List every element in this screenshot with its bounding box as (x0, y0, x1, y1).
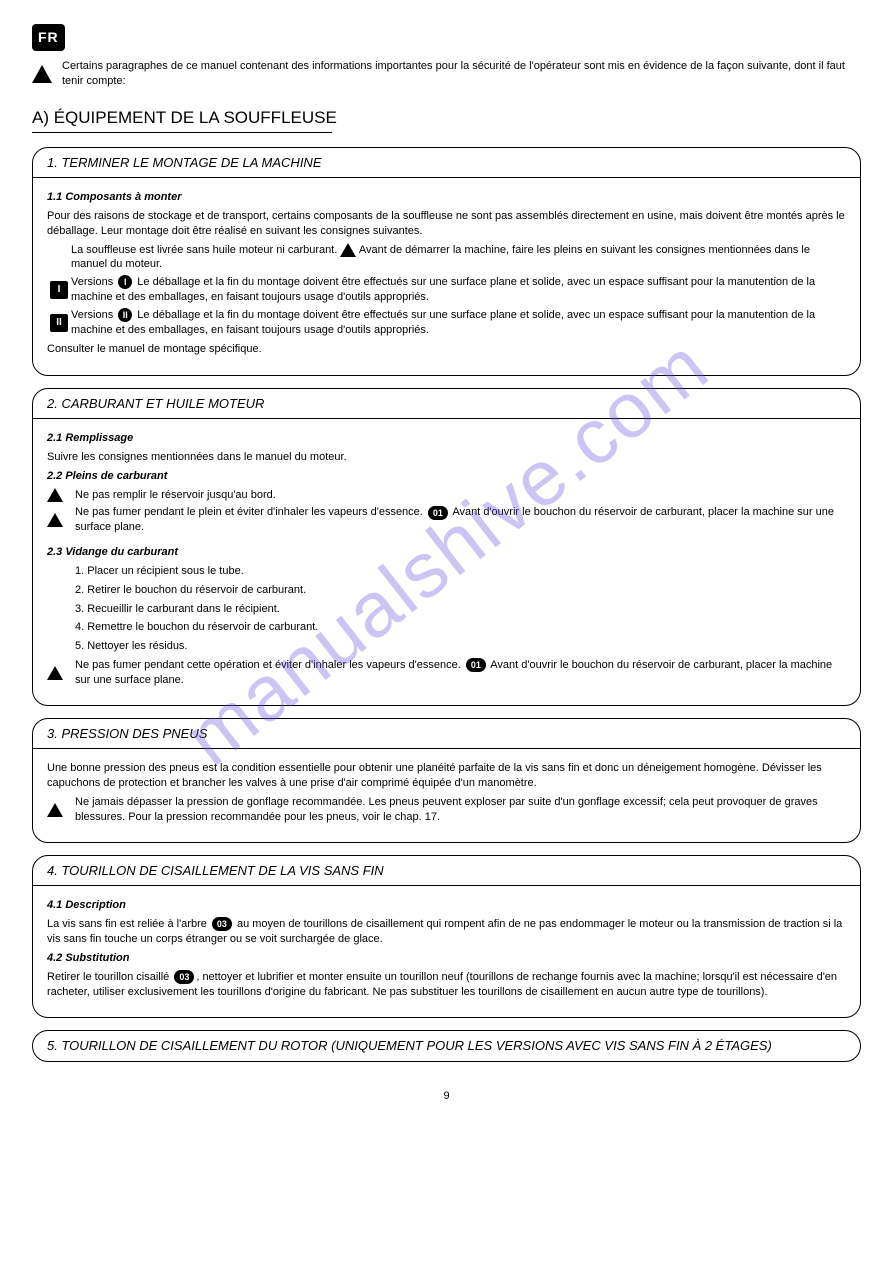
text-fragment: La souffleuse est livrée sans huile mote… (71, 244, 340, 256)
box-shear-pin-auger: 4. TOURILLON DE CISAILLEMENT DE LA VIS S… (32, 855, 861, 1019)
text-fragment: Le déballage et la fin du montage doiven… (71, 309, 815, 336)
step-2-3-2: 2. Retirer le bouchon du réservoir de ca… (75, 583, 846, 598)
para-4-2: Retirer le tourillon cisaillé 03, nettoy… (47, 970, 846, 1000)
para-3: Une bonne pression des pneus est la cond… (47, 761, 846, 791)
pill-ref-03: 03 (212, 917, 232, 931)
top-warning-text: Certains paragraphes de ce manuel conten… (62, 59, 861, 89)
sub-2-3: 2.3 Vidange du carburant (47, 545, 846, 560)
step-2-3-1: 1. Placer un récipient sous le tube. (75, 564, 846, 579)
language-badge: FR (32, 24, 65, 51)
text-fragment: Ne pas fumer pendant cette opération et … (75, 659, 464, 671)
step-2-3-3: 3. Recueillir le carburant dans le récip… (75, 602, 846, 617)
pill-badge-2: II (118, 308, 132, 322)
para-2-1: Suivre les consignes mentionnées dans le… (47, 450, 846, 465)
page-number: 9 (443, 1089, 449, 1104)
box-assembly: 1. TERMINER LE MONTAGE DE LA MACHINE 1.1… (32, 147, 861, 376)
sub-1-1: 1.1 Composants à monter (47, 190, 846, 205)
pill-ref-03: 03 (174, 970, 194, 984)
section-underline (32, 132, 332, 133)
sub-4-1: 4.1 Description (47, 898, 846, 913)
square-badge-1: I (50, 281, 68, 299)
warning-icon (47, 488, 63, 502)
box-head-4: 4. TOURILLON DE CISAILLEMENT DE LA VIS S… (33, 856, 860, 887)
para-manual-ref: Consulter le manuel de montage spécifiqu… (47, 342, 846, 357)
row-version-2: II Versions II Le déballage et la fin du… (47, 308, 846, 338)
box-fuel-oil: 2. CARBURANT ET HUILE MOTEUR 2.1 Remplis… (32, 388, 861, 706)
section-title: A) ÉQUIPEMENT DE LA SOUFFLEUSE (32, 107, 861, 130)
sub-2-2: 2.2 Pleins de carburant (47, 469, 846, 484)
row-warn-3: Ne jamais dépasser la pression de gonfla… (47, 795, 846, 825)
pill-ref-01: 01 (466, 658, 486, 672)
row-box1-note1: La souffleuse est livrée sans huile mote… (47, 243, 846, 273)
warning-icon (32, 65, 52, 83)
warn-text-3: Ne jamais dépasser la pression de gonfla… (75, 795, 846, 825)
warning-icon (47, 666, 63, 680)
row-warn-2-3: Ne pas fumer pendant cette opération et … (47, 658, 846, 688)
row-warn-2-2: Ne pas fumer pendant le plein et éviter … (47, 505, 846, 535)
box-shear-pin-rotor: 5. TOURILLON DE CISAILLEMENT DU ROTOR (U… (32, 1030, 861, 1062)
warning-icon (340, 243, 356, 257)
step-2-3-4: 4. Remettre le bouchon du réservoir de c… (75, 620, 846, 635)
text-fragment: Versions (71, 276, 116, 288)
warn-text: Ne pas remplir le réservoir jusqu'au bor… (75, 488, 846, 503)
row-warn-2-1: Ne pas remplir le réservoir jusqu'au bor… (47, 488, 846, 503)
warning-icon (47, 513, 63, 527)
text-fragment: La vis sans fin est reliée à l'arbre (47, 918, 210, 930)
pill-badge-1: I (118, 275, 132, 289)
square-badge-2: II (50, 314, 68, 332)
warning-icon (47, 803, 63, 817)
box-tire-pressure: 3. PRESSION DES PNEUS Une bonne pression… (32, 718, 861, 843)
box-head-5: 5. TOURILLON DE CISAILLEMENT DU ROTOR (U… (33, 1031, 860, 1061)
text-fragment: Le déballage et la fin du montage doiven… (71, 276, 815, 303)
box-head-3: 3. PRESSION DES PNEUS (33, 719, 860, 750)
box-head-1: 1. TERMINER LE MONTAGE DE LA MACHINE (33, 148, 860, 179)
step-2-3-5: 5. Nettoyer les résidus. (75, 639, 846, 654)
sub-4-2: 4.2 Substitution (47, 951, 846, 966)
text-fragment: Retirer le tourillon cisaillé (47, 971, 172, 983)
text-fragment: Ne pas fumer pendant le plein et éviter … (75, 506, 426, 518)
row-version-1: I Versions I Le déballage et la fin du m… (47, 275, 846, 305)
text-fragment: Versions (71, 309, 116, 321)
sub-2-1: 2.1 Remplissage (47, 431, 846, 446)
para-1-intro: Pour des raisons de stockage et de trans… (47, 209, 846, 239)
box-head-2: 2. CARBURANT ET HUILE MOTEUR (33, 389, 860, 420)
para-4-1: La vis sans fin est reliée à l'arbre 03 … (47, 917, 846, 947)
pill-ref-01: 01 (428, 506, 448, 520)
top-warning-line: Certains paragraphes de ce manuel conten… (32, 59, 861, 89)
